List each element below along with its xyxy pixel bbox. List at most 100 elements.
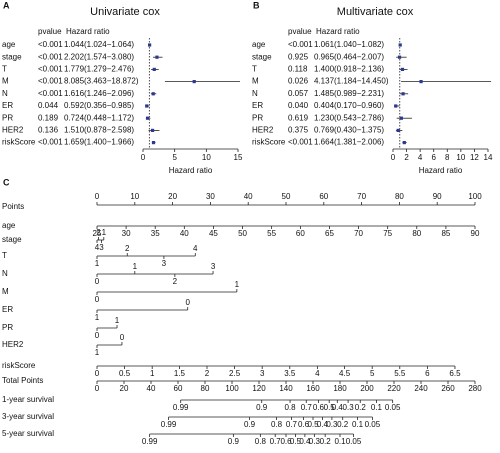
tick-label: 60 [296,229,305,238]
hazard-ratio-label: 0.724(0.448−1.172) [64,113,134,122]
tick-label: 0.3 [326,420,338,429]
row-label: HER2 [2,126,24,135]
tick-label: 65 [325,229,334,238]
tick-label: 0.2 [355,403,367,412]
tick-label: 0.2 [320,437,332,446]
row-label: N [252,89,258,98]
x-tick-label: 10 [202,153,211,162]
tick-label: 0.2 [337,420,349,429]
tick-label: 70 [357,192,366,201]
hazard-ratio-label: 4.137(1.184−14.450) [314,77,389,86]
hazard-ratio-point [192,80,196,84]
hazard-ratio-label: 0.404(0.170−0.960) [314,101,384,110]
hazard-ratio-point [400,67,405,71]
tick-label: 0 [95,277,100,286]
hazard-ratio-point [419,80,423,84]
tick-label: 0.8 [271,420,283,429]
p-value: <0.001 [288,40,313,49]
chart-title: Multivariate cox [337,6,414,18]
p-value: 0.057 [288,89,309,98]
tick-label: 0 [95,369,100,378]
tick-label: 30 [206,192,215,201]
p-value: 0.044 [38,101,59,110]
tick-label: 0.4 [299,437,311,446]
tick-label: 60 [319,192,328,201]
row-label: PR [2,323,13,332]
tick-label: 40 [244,192,253,201]
tick-label: 0.05 [385,403,401,412]
x-axis-label: Hazard ratio [419,166,463,175]
tick-label: 0 [95,384,100,393]
tick-label: 0.3 [309,437,321,446]
tick-label: 35 [151,229,160,238]
tick-label: 160 [306,384,320,393]
tick-label: 0.5 [290,437,302,446]
row-label: age [252,40,266,49]
p-value: 0.619 [288,113,309,122]
tick-label: 0.7 [270,437,282,446]
hazard-ratio-point [150,128,155,132]
tick-label: 25 [93,229,102,238]
row-label: riskScore [2,361,36,370]
p-value: 0.040 [288,101,309,110]
tick-label: 2 [173,277,178,286]
tick-label: 0.1 [371,403,383,412]
tick-label: 1.5 [174,369,186,378]
tick-label: 0.6 [313,403,325,412]
row-label: Total Points [2,376,43,385]
hazard-ratio-label: 1.659(1.400−1.966) [64,138,134,147]
row-label: stage [2,235,22,244]
tick-label: 3 [260,369,265,378]
x-tick-label: 0 [141,153,146,162]
x-tick-label: 6 [431,153,436,162]
hazard-ratio-label: 1.510(0.878−2.598) [64,126,134,135]
hazard-ratio-point [145,116,150,120]
row-label: M [2,77,9,86]
tick-label: 6.5 [449,369,461,378]
tick-label: 20 [120,384,129,393]
tick-label: 3 [211,262,216,271]
hazard-ratio-point [151,141,156,145]
row-label: riskScore [252,138,286,147]
hazard-ratio-label: 0.965(0.464−2.007) [314,52,384,61]
tick-label: 40 [180,229,189,238]
forest-marks [145,43,240,145]
tick-label: 220 [387,384,401,393]
tick-label: 100 [225,384,239,393]
tick-label: 55 [267,229,276,238]
tick-label: 90 [471,229,480,238]
panel-letter: B [253,0,260,10]
hazard-ratio-label: 1.485(0.989−2.231) [314,89,384,98]
tick-label: 50 [238,229,247,238]
tick-label: 0.7 [301,403,313,412]
tick-label: 90 [433,192,442,201]
tick-label: 2 [125,244,130,253]
p-value: 0.136 [38,126,59,135]
tick-label: 0.3 [343,403,355,412]
chart-title: Univariate cox [90,6,160,18]
tick-label: 2 [96,228,101,237]
tick-label: 1 [95,259,100,268]
hazard-ratio-point [145,104,149,108]
tick-label: 0.1 [334,437,346,446]
p-value: <0.001 [38,89,63,98]
hazard-ratio-label: 1.664(1.381−2.006) [314,138,384,147]
tick-label: 2 [205,369,210,378]
tick-label: 4.5 [339,369,351,378]
tick-label: 4 [315,369,320,378]
tick-label: 0.99 [173,403,189,412]
tick-label: 0.05 [346,437,362,446]
tick-label: 75 [383,229,392,238]
tick-label: 5 [370,369,375,378]
tick-label: 2.5 [229,369,241,378]
tick-label: 0 [120,333,125,342]
tick-label: 1 [115,316,120,325]
hazard-ratio-point [394,104,398,108]
tick-label: 1 [150,369,155,378]
x-axis-label: Hazard ratio [169,166,213,175]
hazard-ratio-label: 1.779(1.279−2.476) [64,65,134,74]
hazard-ratio-label: 1.616(1.246−2.096) [64,89,134,98]
x-tick-label: 8 [445,153,450,162]
tick-label: 0.4 [332,403,344,412]
tick-label: 80 [395,192,404,201]
